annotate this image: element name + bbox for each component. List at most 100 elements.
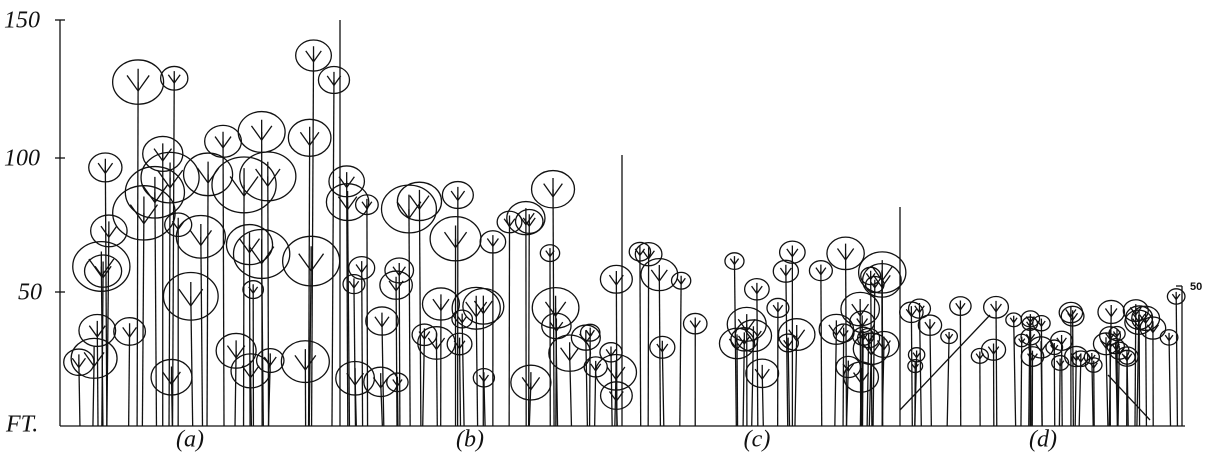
tree-branch [780, 265, 791, 276]
tree-trunk [207, 174, 208, 426]
tree-trunk [462, 319, 464, 426]
tree-trunk [930, 325, 931, 426]
tree-trunk [659, 275, 660, 426]
tree-trunk [556, 326, 557, 426]
tree-branch [306, 46, 322, 62]
tree-branch [362, 199, 372, 209]
tree-branch [142, 177, 168, 203]
tree-trunk [762, 373, 763, 426]
tree-branch [127, 69, 149, 91]
tree-branch [397, 195, 421, 219]
tree-trunk [476, 308, 477, 426]
tree-trunk [137, 82, 138, 426]
tree-branch [925, 319, 935, 329]
tree-branch [1124, 353, 1131, 360]
tree-trunk [1079, 359, 1081, 426]
tree-trunk [235, 351, 236, 426]
tree-trunk [397, 382, 398, 426]
tree-branch [522, 372, 539, 389]
tree-branch [677, 276, 685, 284]
tree-branch [544, 178, 563, 197]
tree-branch [913, 351, 920, 358]
tree-branch [393, 377, 402, 386]
right-axis-label: 50 [1190, 281, 1202, 293]
forest-profile-figure: 150 100 50 FT. (a) (b) (c) (d) 50 [0, 0, 1217, 456]
tree-trunk [873, 285, 875, 426]
tree-trunk [409, 209, 410, 426]
tree-trunk [423, 335, 425, 426]
tree-branch [264, 353, 276, 365]
tree-trunk [93, 358, 94, 426]
tree-branch [123, 323, 137, 337]
tree-trunk [173, 78, 175, 426]
tree-trunk [1146, 318, 1147, 426]
tree-trunk [821, 271, 822, 426]
tree-trunk [586, 338, 588, 426]
tree-trunk [332, 80, 334, 426]
tree-branch [356, 261, 367, 272]
tree-trunk [268, 176, 269, 426]
tree-branch [1038, 319, 1046, 327]
tree-trunk [191, 296, 193, 426]
panel-label: (d) [1029, 427, 1057, 453]
tree-branch [251, 120, 271, 140]
axis-label: 150 [4, 8, 40, 34]
tree-trunk [553, 189, 554, 426]
tree-trunk [250, 245, 251, 426]
tree-branch [906, 306, 916, 316]
tree-branch [157, 163, 182, 188]
tree-branch [609, 271, 623, 285]
tree-branch [72, 354, 85, 367]
tree-trunk [947, 336, 949, 426]
tree-trunk [846, 253, 847, 426]
tree-trunk [1106, 344, 1108, 426]
tree-branch [168, 71, 180, 83]
tree-branch [300, 127, 319, 146]
tree-branch [1027, 320, 1034, 327]
tree-branch [1010, 316, 1017, 323]
tree-branch [1068, 310, 1078, 320]
tree-branch [773, 302, 783, 312]
tree-trunk [1135, 311, 1136, 426]
tree-branch [730, 256, 738, 264]
tree-branch [843, 361, 854, 372]
tree-trunk [107, 231, 109, 426]
tree-trunk [743, 339, 744, 426]
tree-branch [690, 318, 700, 328]
tree-trunk [919, 309, 921, 426]
tree-trunk [1176, 296, 1177, 426]
tree-branch [230, 168, 258, 196]
tree-trunk [399, 270, 400, 426]
tree-trunk [1073, 316, 1074, 426]
panel-label: (a) [176, 427, 204, 453]
tree-trunk [419, 201, 420, 426]
tree-branch [651, 265, 667, 281]
tree-branch [956, 300, 965, 309]
tree-branch [339, 172, 354, 187]
panel-label: (c) [744, 427, 771, 453]
tree-branch [410, 190, 429, 209]
tree-branch [373, 373, 388, 388]
tree-branch [1172, 292, 1180, 300]
tree-trunk [570, 353, 572, 426]
tree-trunk [79, 362, 80, 426]
tree-trunk [201, 237, 203, 426]
tree-trunk [662, 347, 663, 426]
axis-label: 50 [18, 280, 42, 306]
tree-branch [752, 283, 763, 294]
tree-branch [837, 244, 853, 260]
tree-trunk [529, 221, 530, 426]
tree-branch [854, 368, 869, 383]
tree-branch [249, 239, 273, 263]
tree-trunk [595, 367, 596, 426]
leaning-trunk [1108, 375, 1150, 420]
tree-branch [487, 235, 498, 246]
tree-branch [550, 318, 563, 331]
tree-trunk [734, 261, 736, 426]
tree-branch [389, 277, 403, 291]
tree-trunk [860, 377, 861, 426]
tree-drawings [64, 40, 1185, 426]
tree-branch [945, 332, 952, 339]
tree-trunk [996, 307, 997, 426]
tree-trunk [1059, 363, 1060, 426]
